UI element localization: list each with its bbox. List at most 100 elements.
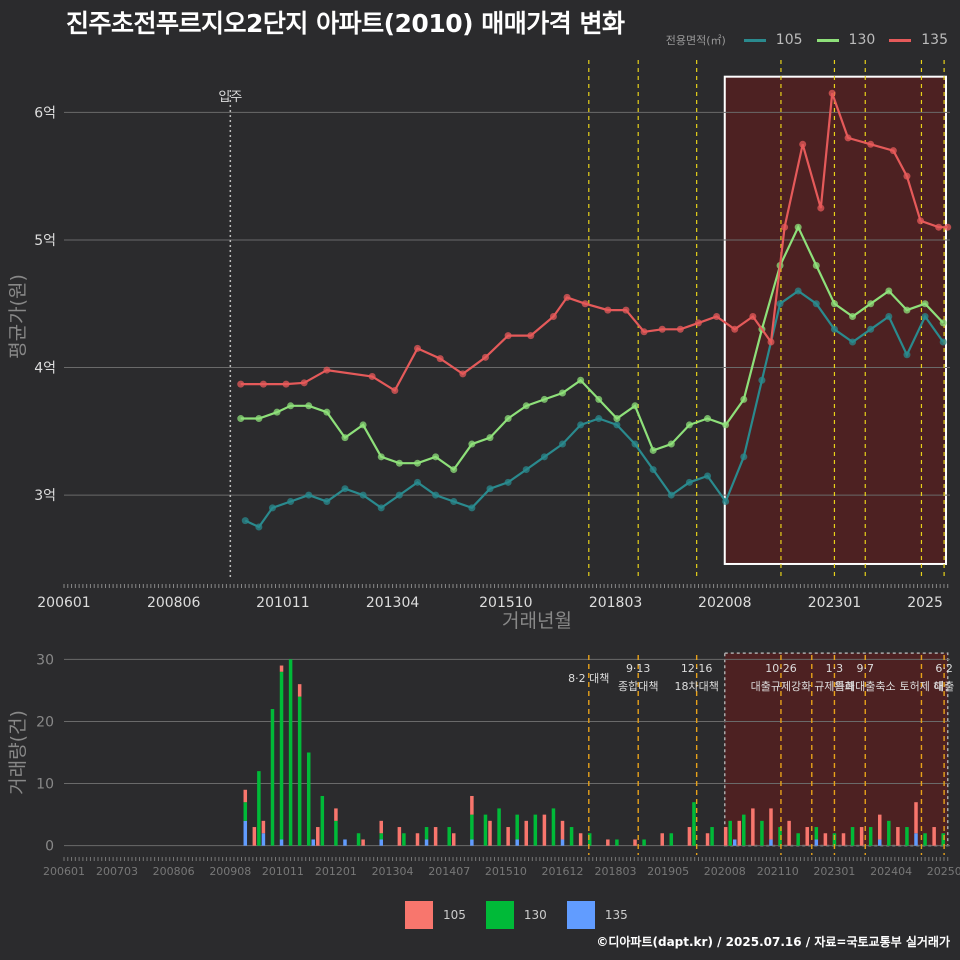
x-tick-label: 202506 xyxy=(927,865,960,878)
data-point-105 xyxy=(559,440,567,448)
bar-130 xyxy=(497,808,501,846)
bar-105 xyxy=(705,833,710,846)
data-point-105 xyxy=(577,421,585,429)
policy-annotation-name: 토허제 해 xyxy=(899,679,943,693)
bar-105 xyxy=(737,820,742,846)
bar-130 xyxy=(760,820,764,846)
y-tick-label: 10 xyxy=(36,777,54,793)
bar-105 xyxy=(932,827,936,846)
bar-105 xyxy=(823,833,828,846)
bar-130 xyxy=(257,771,261,846)
bar-105 xyxy=(859,827,864,846)
bar-130 xyxy=(402,833,406,846)
bar-135 xyxy=(878,839,882,846)
data-point-105 xyxy=(685,478,693,486)
data-point-105 xyxy=(395,491,403,499)
data-point-105 xyxy=(305,491,313,499)
x-tick-label: 201304 xyxy=(366,595,420,611)
bar-105 xyxy=(261,820,266,834)
data-point-130 xyxy=(722,421,730,429)
bar-105 xyxy=(334,808,338,821)
data-point-105 xyxy=(722,497,730,505)
x-tick-label: 201510 xyxy=(479,595,532,611)
data-point-135 xyxy=(917,217,925,225)
bar-130 xyxy=(887,820,891,846)
data-point-105 xyxy=(287,497,295,505)
legend-box-135 xyxy=(566,901,595,929)
data-point-105 xyxy=(504,478,512,486)
data-point-105 xyxy=(323,497,331,505)
bar-130 xyxy=(615,839,619,846)
y-tick-label: 20 xyxy=(36,714,54,730)
legend-bottom: 105 130 135 xyxy=(405,901,628,929)
y-tick-label: 30 xyxy=(36,652,54,668)
data-point-105 xyxy=(595,415,603,423)
data-point-130 xyxy=(413,459,421,467)
bar-130 xyxy=(356,833,361,846)
move-in-label: 입주 xyxy=(218,90,242,105)
data-point-105 xyxy=(903,351,911,359)
data-point-105 xyxy=(830,325,838,333)
series-line-130 xyxy=(240,224,945,472)
data-point-105 xyxy=(377,504,385,512)
data-point-105 xyxy=(758,376,766,384)
bar-130 xyxy=(306,752,311,846)
bar-130 xyxy=(569,827,574,846)
data-point-130 xyxy=(667,440,675,448)
data-point-105 xyxy=(413,478,421,486)
bar-135 xyxy=(424,839,429,846)
x-tick-label: 202404 xyxy=(870,865,912,878)
x-tick-label: 202110 xyxy=(757,865,799,878)
data-point-105 xyxy=(450,497,458,505)
bar-130 xyxy=(297,696,302,846)
bar-105 xyxy=(914,802,918,834)
data-point-105 xyxy=(776,300,784,308)
data-point-135 xyxy=(799,140,807,148)
legend-bottom-label-105: 105 xyxy=(443,908,466,922)
bar-135 xyxy=(343,839,347,846)
price-panel: 3억 4억 5억 6억 입주 200601 200806 201011 201304 201510… xyxy=(7,60,952,632)
bar-105 xyxy=(470,795,474,815)
data-point-105 xyxy=(486,485,494,493)
bar-130 xyxy=(710,827,714,846)
legend-top: 전용면적(㎡) 105 130 135 xyxy=(666,32,948,48)
bar-105 xyxy=(560,820,565,840)
data-point-130 xyxy=(237,415,245,423)
data-point-105 xyxy=(812,300,820,308)
data-point-130 xyxy=(255,415,263,423)
policy-annotation-name: 특례대출축소 xyxy=(835,680,896,693)
data-point-130 xyxy=(939,319,947,327)
data-point-105 xyxy=(885,313,893,320)
data-point-130 xyxy=(849,313,857,320)
data-point-130 xyxy=(577,376,585,384)
bar-135 xyxy=(243,820,248,846)
bar-135 xyxy=(261,833,266,846)
data-point-130 xyxy=(685,421,693,429)
data-point-135 xyxy=(527,332,535,340)
bar-130 xyxy=(334,820,338,846)
bar-130 xyxy=(587,833,592,846)
bar-130 xyxy=(868,827,873,846)
x-tick-label: 201905 xyxy=(647,865,689,878)
bar-105 xyxy=(578,833,583,846)
data-point-105 xyxy=(740,453,748,461)
bar-105 xyxy=(769,808,773,840)
bar-105 xyxy=(379,820,383,834)
policy-annotation-name: 8·2 대책 xyxy=(568,672,609,685)
data-point-105 xyxy=(432,491,440,499)
legend-swatch-130 xyxy=(816,38,839,42)
x-tick-label: 202301 xyxy=(808,595,861,611)
bar-105 xyxy=(633,839,637,846)
bar-105 xyxy=(542,814,547,846)
bar-135 xyxy=(914,833,918,846)
bar-105 xyxy=(506,827,510,846)
data-point-135 xyxy=(935,223,943,231)
x-tick-label: 200601 xyxy=(43,865,85,878)
data-point-105 xyxy=(631,440,639,448)
bar-130 xyxy=(742,814,746,846)
data-point-105 xyxy=(867,325,875,333)
bar-105 xyxy=(252,827,257,846)
bar-105 xyxy=(451,833,456,846)
data-point-130 xyxy=(794,223,802,231)
x-tick-label: 200908 xyxy=(209,865,251,878)
